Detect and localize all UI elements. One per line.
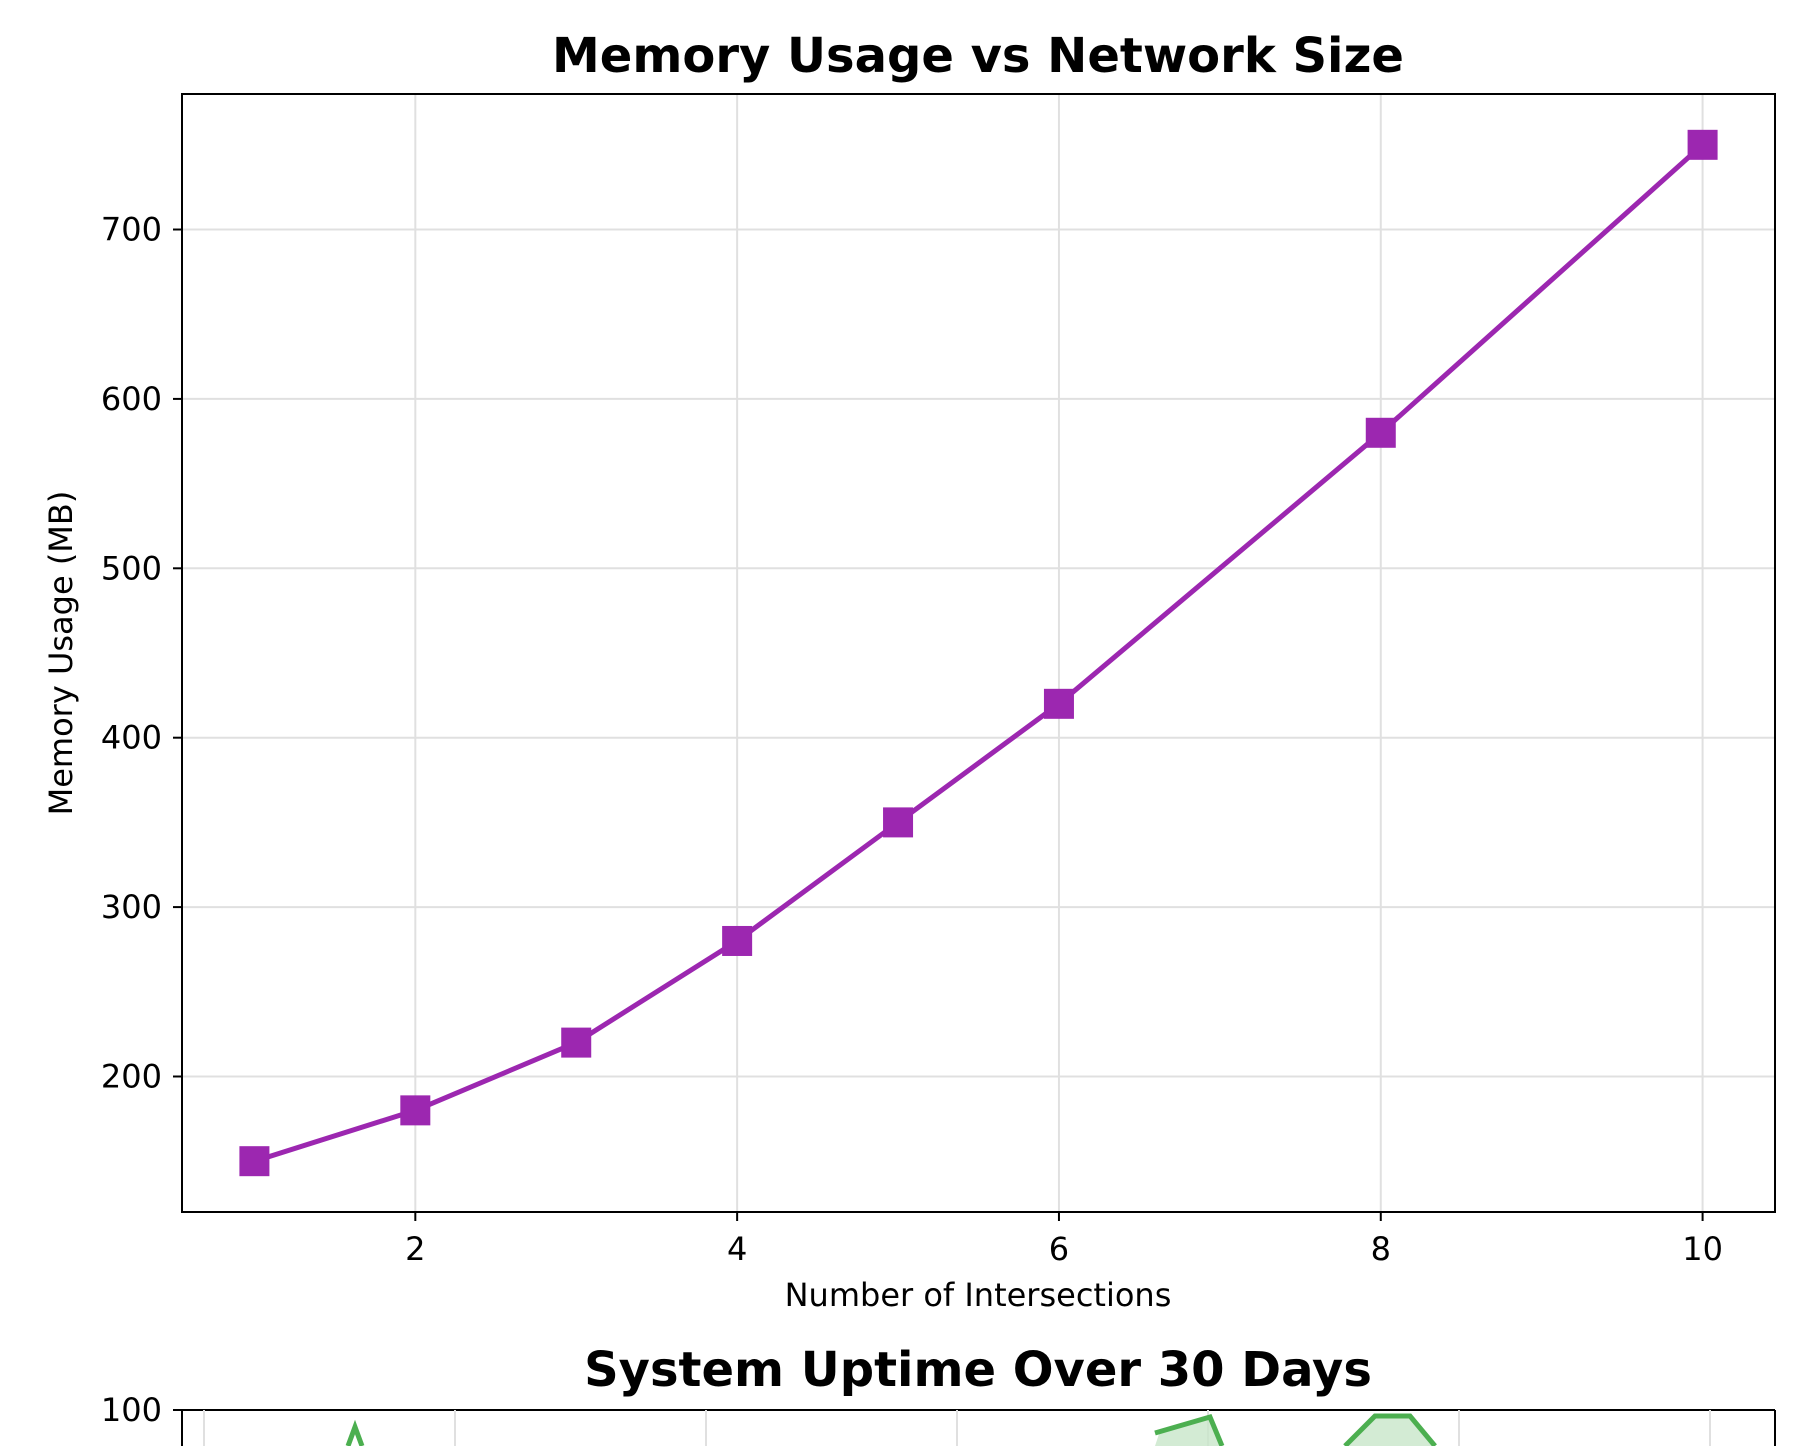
data-point xyxy=(1687,129,1718,160)
data-point xyxy=(561,1027,592,1058)
data-point xyxy=(1043,688,1074,719)
uptime-area-peak xyxy=(1155,1417,1220,1446)
y-tick-label: 600 xyxy=(101,380,162,418)
y-tick-label: 300 xyxy=(101,888,162,926)
x-tick-label: 4 xyxy=(727,1230,747,1268)
data-point xyxy=(1365,417,1396,448)
y-tick-label: 500 xyxy=(101,549,162,587)
series-line xyxy=(253,142,1705,1164)
x-tick-label: 10 xyxy=(1682,1230,1723,1268)
y-tick-label-2: 100 xyxy=(101,1391,162,1429)
x-tick-label: 6 xyxy=(1049,1230,1069,1268)
memory-usage-chart: Memory Usage vs Network Size 2 4 6 8 10 200 3… xyxy=(42,28,1776,1314)
data-point xyxy=(883,807,914,838)
uptime-partial-plot: 100 xyxy=(101,1391,1776,1446)
y-tick-label: 700 xyxy=(101,211,162,249)
x-axis: 2 4 6 8 10 xyxy=(405,1212,1723,1268)
system-uptime-chart: System Uptime Over 30 Days 100 xyxy=(101,1342,1776,1446)
uptime-line-segment xyxy=(1154,1413,1225,1446)
plot-frame xyxy=(181,93,1776,1213)
memory-usage-line xyxy=(253,142,1705,1164)
y-axis-label: Memory Usage (MB) xyxy=(42,491,80,816)
y-axis: 200 300 400 500 600 700 xyxy=(101,211,182,1095)
chart-title: Memory Usage vs Network Size xyxy=(552,28,1404,84)
data-point xyxy=(239,1146,270,1177)
series-markers xyxy=(239,129,1718,1177)
grid xyxy=(182,94,1775,1212)
y-tick-label: 400 xyxy=(101,719,162,757)
x-axis-label: Number of Intersections xyxy=(785,1276,1172,1314)
data-point xyxy=(722,925,753,956)
y-tick-label: 200 xyxy=(101,1057,162,1095)
uptime-line-segment xyxy=(1343,1413,1437,1446)
x-tick-label: 2 xyxy=(405,1230,425,1268)
uptime-line-segment xyxy=(345,1419,365,1446)
x-tick-label: 8 xyxy=(1371,1230,1391,1268)
chart-title-2: System Uptime Over 30 Days xyxy=(584,1342,1372,1398)
data-point xyxy=(400,1095,431,1126)
